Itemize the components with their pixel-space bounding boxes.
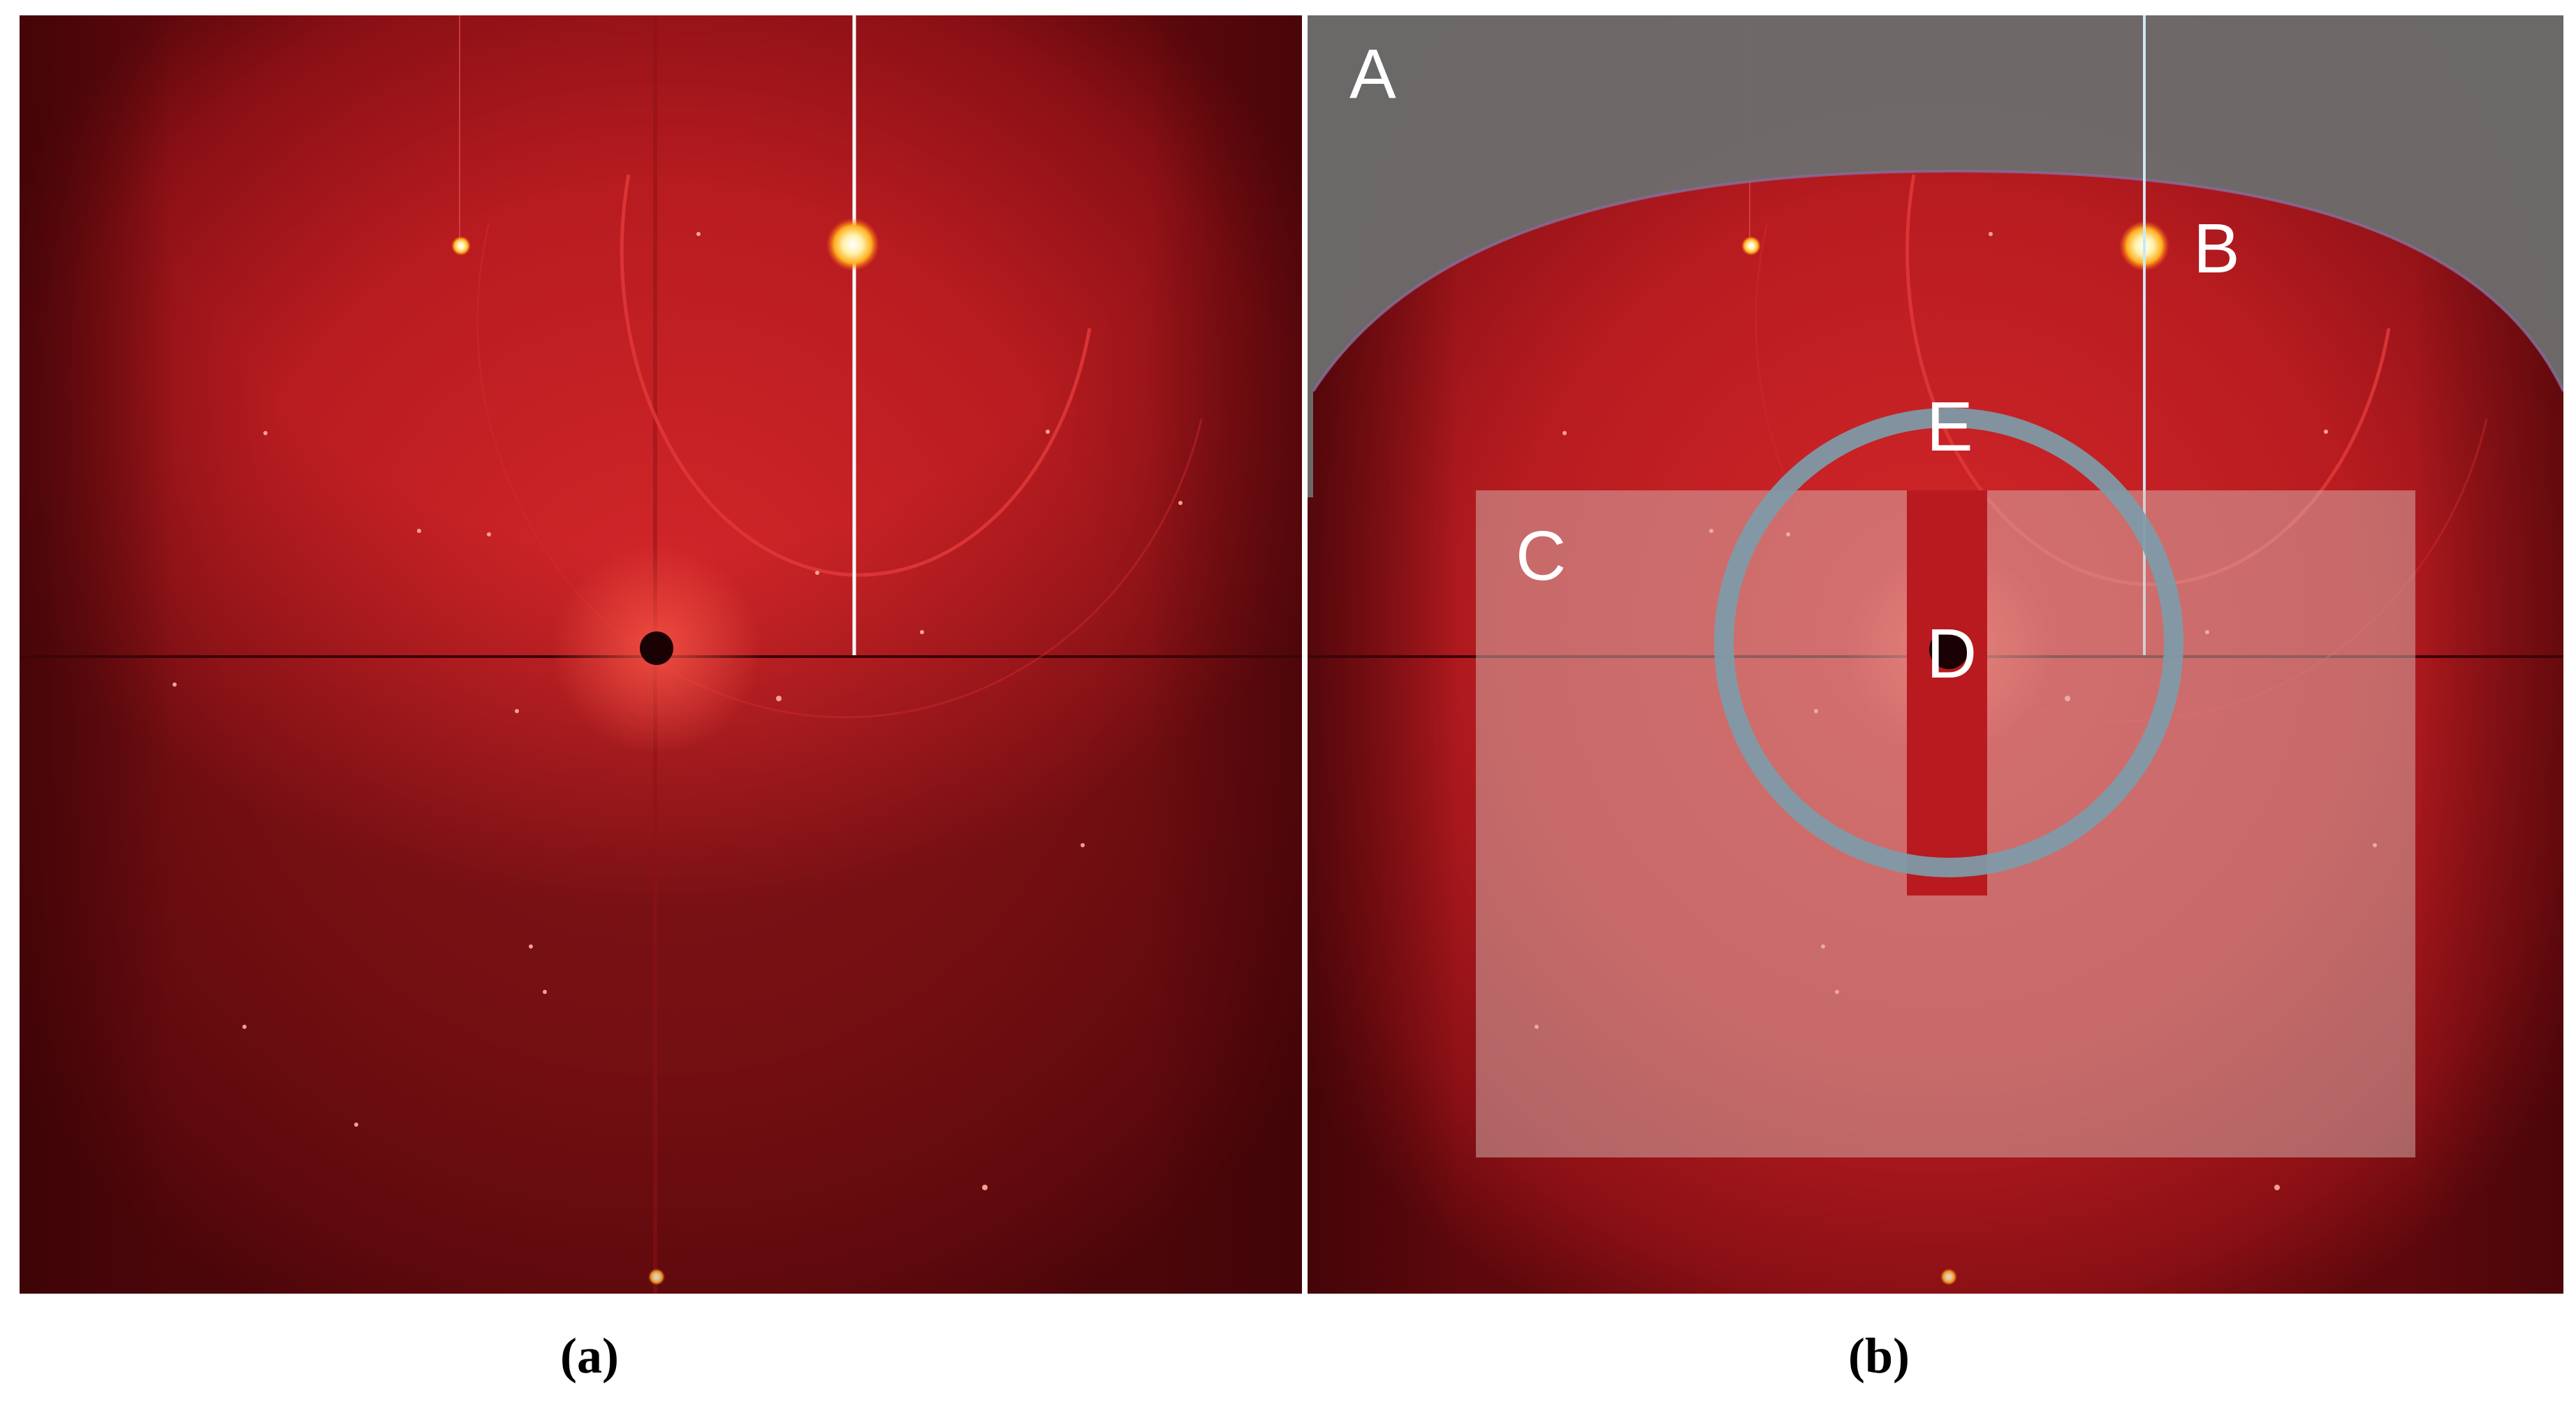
diffraction-ring [620, 174, 1092, 577]
label-e: E [1926, 388, 1973, 466]
mask-ring [1714, 408, 2183, 877]
panel-a-image [20, 15, 1302, 1294]
panel-b-image [1308, 15, 2563, 1294]
caption-b: (b) [1848, 1328, 1910, 1384]
mask-region-a [1308, 15, 2563, 497]
beam-stop [640, 631, 673, 665]
bragg-spot [826, 218, 879, 271]
caption-a: (a) [560, 1328, 619, 1384]
mask-region-e [1907, 490, 1987, 895]
diffraction-ring-outer [476, 223, 1203, 719]
label-d: D [1926, 615, 1977, 693]
label-b: B [2193, 210, 2240, 288]
label-c: C [1516, 517, 1566, 595]
label-a: A [1349, 35, 1396, 113]
